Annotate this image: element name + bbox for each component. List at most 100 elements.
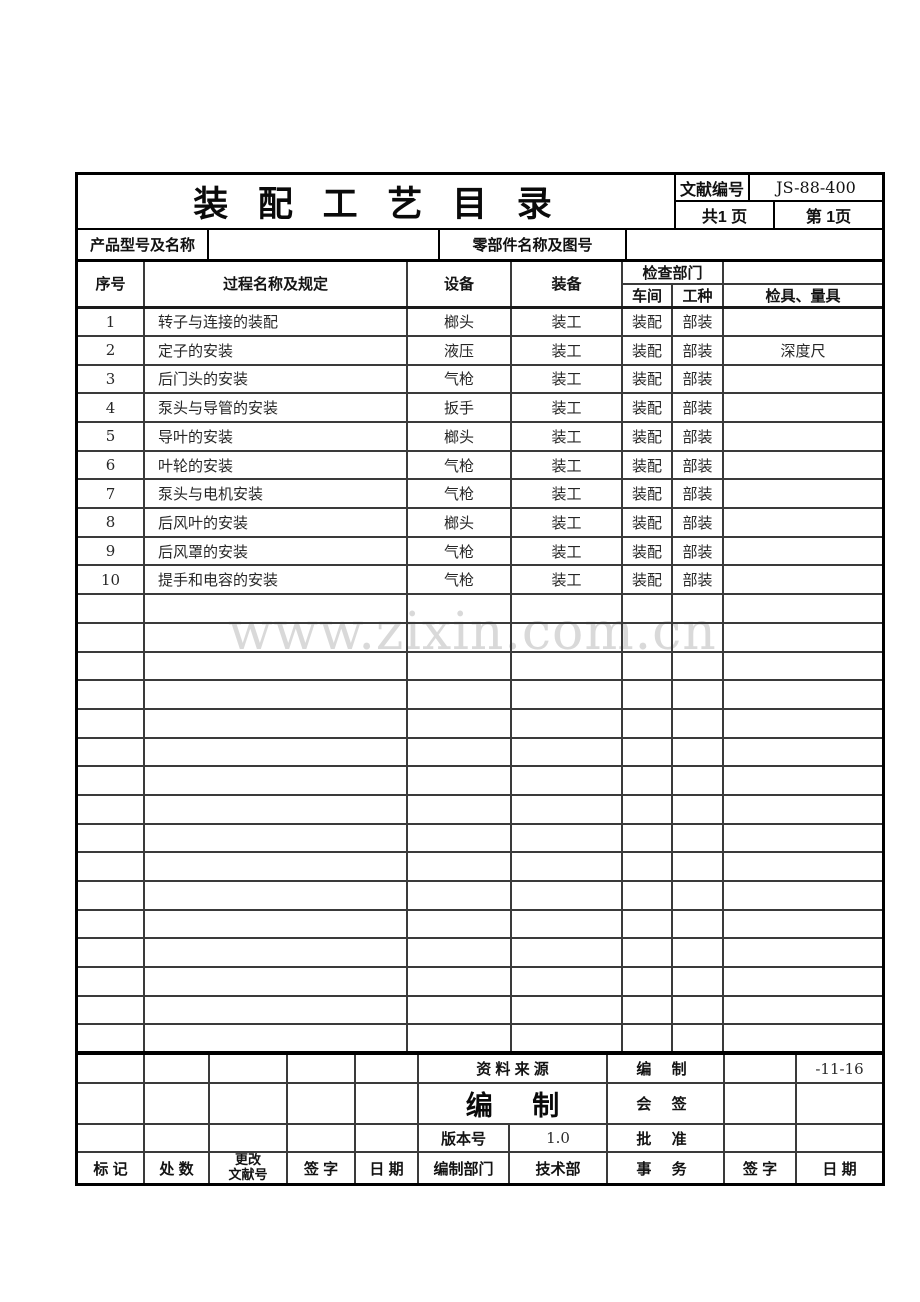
cell-gauge: [722, 535, 882, 567]
cell-gauge: 深度尺: [722, 334, 882, 366]
cell-empty: [722, 966, 882, 997]
cell-empty: [621, 793, 673, 825]
cell-empty: [510, 1023, 623, 1055]
title-block: 装 配 工 艺 目 录 文献编号 JS-88-400 共1 页 第 1页: [78, 175, 882, 230]
cell-empty: [143, 793, 408, 825]
cell-empty: [143, 679, 408, 710]
cell-workshop: 装配: [621, 363, 673, 395]
cell-process: 后风叶的安装: [143, 507, 408, 538]
cell-empty: [621, 966, 673, 997]
table-row: 7 泵头与电机安装 气枪 装工 装配 部装: [78, 478, 882, 510]
cell-empty: [722, 621, 882, 653]
compile-sign-cell: [723, 1055, 798, 1085]
cell-empty: [78, 1023, 145, 1055]
version-label: 版本号: [417, 1123, 510, 1154]
cell-empty: [510, 707, 623, 739]
table-row-empty: [78, 650, 882, 682]
table-row-empty: [78, 880, 882, 911]
cell-empty: [670, 851, 725, 882]
cell-gauge: [722, 421, 882, 452]
cell-empty: [510, 650, 623, 682]
table-row: 2 定子的安装 液压 装工 装配 部装 深度尺: [78, 334, 882, 366]
table-row-empty: [78, 707, 882, 739]
cell-empty: [143, 822, 408, 854]
footer-empty-cell: [208, 1123, 288, 1154]
cell-gauge: [722, 392, 882, 423]
compile-big-label: 编 制: [416, 1082, 609, 1126]
cell-workshop: 装配: [621, 478, 673, 510]
cell-workshop: 装配: [621, 449, 673, 481]
cell-empty: [621, 908, 673, 940]
table-row-empty: [78, 937, 882, 969]
cell-empty: [143, 880, 408, 911]
cell-empty: [510, 793, 623, 825]
cell-empty: [78, 650, 145, 682]
cell-empty: [406, 793, 512, 825]
change-doc-label: 更改 文献号: [208, 1151, 288, 1183]
process-table-header: 序号 过程名称及规定 设备 装备 检查部门 车间 工种 检具、量具: [78, 261, 882, 309]
cell-empty: [621, 621, 673, 653]
cell-empty: [621, 937, 673, 969]
cell-empty: [722, 593, 882, 624]
cell-empty: [510, 908, 623, 940]
cell-worktype: 部装: [670, 305, 725, 337]
cell-gauge: [722, 449, 882, 481]
process-table-body: 1 转子与连接的装配 榔头 装工 装配 部装 2 定子的安装 液压 装工 装配 部装 深度尺 3 后门头的安…: [78, 305, 882, 1055]
date-label: 日 期: [354, 1151, 419, 1183]
cell-worktype: 部装: [670, 392, 725, 423]
compile-date-value: -11-16: [795, 1055, 882, 1085]
cell-empty: [510, 994, 623, 1026]
cell-worktype: 部装: [670, 363, 725, 395]
cell-process: 提手和电容的安装: [143, 564, 408, 596]
cell-workshop: 装配: [621, 507, 673, 538]
table-row-empty: [78, 621, 882, 653]
col-equipment: 设备: [406, 261, 512, 309]
count-label: 处 数: [143, 1151, 210, 1183]
cell-tooling: 装工: [510, 507, 623, 538]
cell-empty: [621, 650, 673, 682]
cell-empty: [406, 851, 512, 882]
cell-equipment: 榔头: [406, 305, 512, 337]
cell-empty: [143, 621, 408, 653]
cell-empty: [78, 593, 145, 624]
cell-empty: [78, 765, 145, 796]
approve-sign-cell: [723, 1123, 798, 1154]
cell-empty: [143, 593, 408, 624]
table-row: 6 叶轮的安装 气枪 装工 装配 部装: [78, 449, 882, 481]
cell-empty: [78, 822, 145, 854]
cell-empty: [143, 966, 408, 997]
table-row: 5 导叶的安装 榔头 装工 装配 部装: [78, 421, 882, 452]
cell-gauge: [722, 507, 882, 538]
footer-empty-cell: [286, 1082, 356, 1126]
footer-row-compile: 编 制 会 签: [78, 1082, 882, 1126]
cell-equipment: 榔头: [406, 507, 512, 538]
source-label: 资 料 来 源: [416, 1055, 609, 1085]
cell-empty: [722, 851, 882, 882]
cell-empty: [510, 621, 623, 653]
cell-empty: [143, 765, 408, 796]
cell-empty: [406, 707, 512, 739]
cell-tooling: 装工: [510, 421, 623, 452]
table-row: 8 后风叶的安装 榔头 装工 装配 部装: [78, 507, 882, 538]
cell-process: 后门头的安装: [143, 363, 408, 395]
product-label: 产品型号及名称: [78, 229, 209, 259]
footer-empty-cell: [208, 1055, 288, 1085]
cell-empty: [406, 908, 512, 940]
cell-empty: [406, 765, 512, 796]
date2-label: 日 期: [795, 1151, 882, 1183]
cell-process: 转子与连接的装配: [143, 305, 408, 337]
footer-empty-cell: [78, 1123, 145, 1154]
col-tooling: 装备: [510, 261, 623, 309]
cell-tooling: 装工: [510, 535, 623, 567]
doc-info-box: 文献编号 JS-88-400 共1 页 第 1页: [676, 175, 882, 228]
cell-empty: [722, 1023, 882, 1055]
version-value: 1.0: [507, 1123, 609, 1154]
cell-gauge: [722, 363, 882, 395]
cell-empty: [78, 937, 145, 969]
col-workshop: 车间: [622, 282, 673, 309]
cell-tooling: 装工: [510, 478, 623, 510]
cell-tooling: 装工: [510, 363, 623, 395]
cell-empty: [143, 994, 408, 1026]
cell-workshop: 装配: [621, 392, 673, 423]
dept-label: 编制部门: [417, 1151, 510, 1183]
